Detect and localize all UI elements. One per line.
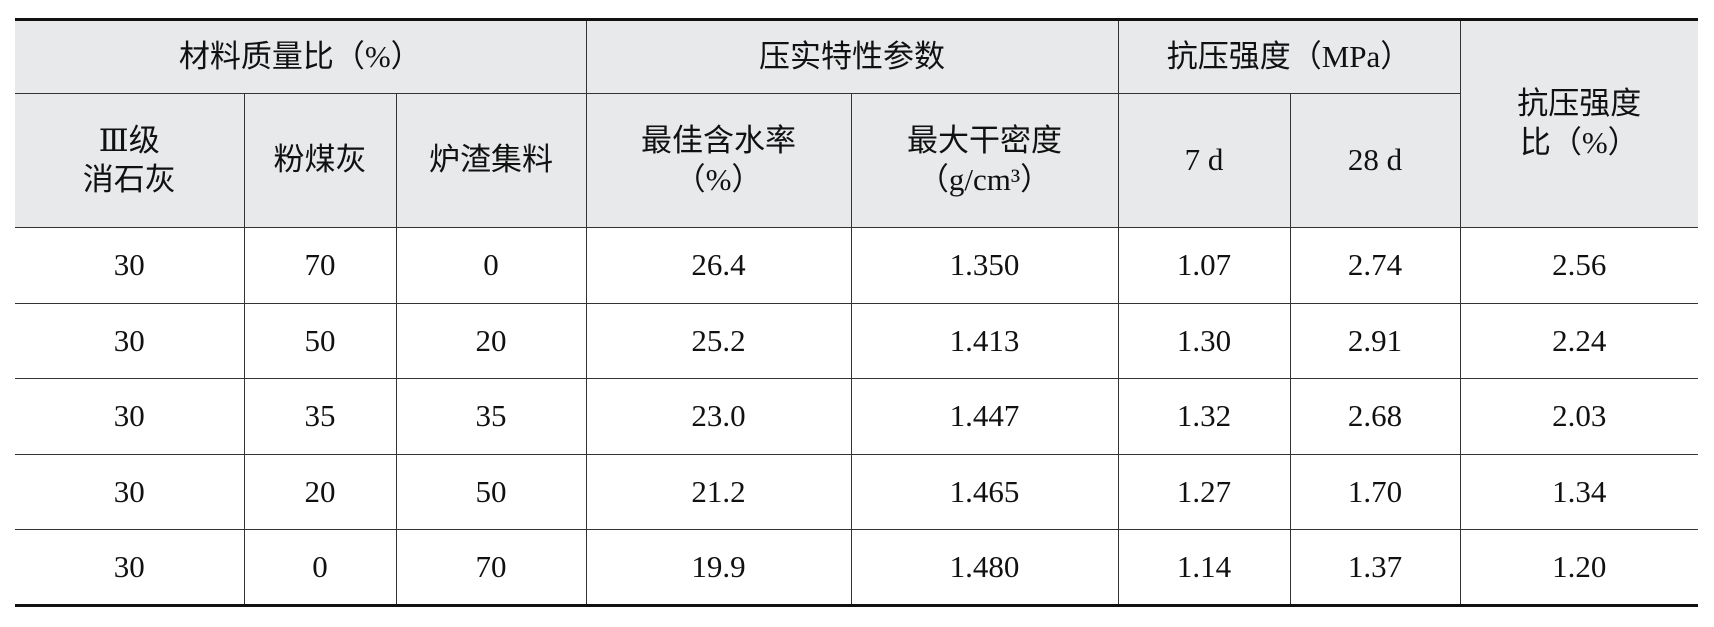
table-cell: 1.350 (850, 227, 1119, 304)
table-cell: 1.465 (850, 453, 1119, 531)
table-cell: 1.27 (1117, 453, 1291, 531)
header-line: 抗压强度 (1517, 86, 1642, 122)
table-cell: 30 (15, 529, 245, 606)
header-line: 粉煤灰 (273, 142, 367, 178)
table-cell: 1.447 (850, 378, 1119, 455)
table-cell: 70 (395, 529, 587, 606)
table-cell: 1.413 (850, 302, 1119, 380)
group-header: 抗压强度 比（%） (1459, 19, 1699, 228)
table-row: 30 70 0 26.4 1.350 1.07 2.74 2.56 (15, 227, 1699, 304)
header-line: 28 d (1347, 142, 1403, 178)
table-cell: 35 (395, 378, 587, 455)
header-line: 最佳含水率 (641, 122, 796, 158)
table-cell: 0 (395, 227, 587, 304)
group-header: 压实特性参数 (585, 19, 1119, 94)
table-row: 30 0 70 19.9 1.480 1.14 1.37 1.20 (15, 529, 1699, 606)
table-cell: 1.30 (1117, 302, 1291, 380)
table-cell: 1.480 (850, 529, 1119, 606)
table-cell: 23.0 (585, 378, 852, 455)
table-row: 30 50 20 25.2 1.413 1.30 2.91 2.24 (15, 302, 1699, 380)
table-cell: 30 (15, 378, 245, 455)
table-cell: 20 (395, 302, 587, 380)
data-table: 材料质量比（%） 压实特性参数 抗压强度（MPa） 抗压强度 比（%） Ⅲ级 消石… (15, 18, 1699, 607)
table-cell: 50 (243, 302, 397, 380)
table-cell: 2.74 (1289, 227, 1461, 304)
table-cell: 70 (243, 227, 397, 304)
table-cell: 2.56 (1459, 227, 1699, 304)
table-cell: 2.68 (1289, 378, 1461, 455)
column-header: 7 d (1117, 93, 1291, 228)
header-line: 消石灰 (82, 161, 176, 197)
column-header: 28 d (1289, 93, 1461, 228)
table-cell: 25.2 (585, 302, 852, 380)
header-line: （g/cm³） (917, 161, 1052, 197)
column-header: Ⅲ级 消石灰 (15, 93, 245, 228)
header-line: Ⅲ级 (98, 122, 160, 158)
table-cell: 35 (243, 378, 397, 455)
table-row: 30 20 50 21.2 1.465 1.27 1.70 1.34 (15, 453, 1699, 531)
table-cell: 1.20 (1459, 529, 1699, 606)
table-cell: 30 (15, 453, 245, 531)
table-cell: 2.24 (1459, 302, 1699, 380)
header-line: （%） (674, 161, 763, 197)
column-header: 最大干密度 （g/cm³） (850, 93, 1119, 228)
group-header: 抗压强度（MPa） (1117, 19, 1461, 94)
table-cell: 0 (243, 529, 397, 606)
table-cell: 1.14 (1117, 529, 1291, 606)
table-body: 30 70 0 26.4 1.350 1.07 2.74 2.56 30 50 20 25.2 1.41… (15, 227, 1699, 606)
table-header: 材料质量比（%） 压实特性参数 抗压强度（MPa） 抗压强度 比（%） Ⅲ级 消石… (15, 19, 1699, 228)
table-cell: 30 (15, 227, 245, 304)
table-cell: 30 (15, 302, 245, 380)
column-header: 炉渣集料 (395, 93, 587, 228)
group-header: 材料质量比（%） (15, 19, 587, 94)
table-cell: 26.4 (585, 227, 852, 304)
column-header: 粉煤灰 (243, 93, 397, 228)
table-cell: 1.32 (1117, 378, 1291, 455)
header-row: Ⅲ级 消石灰 粉煤灰 炉渣集料 最佳含水率 （%） 最大干密度 （g/cm³） 7 d 28 d (15, 93, 1698, 228)
header-line: 比（%） (1519, 125, 1639, 160)
table-row: 30 35 35 23.0 1.447 1.32 2.68 2.03 (15, 378, 1699, 455)
header-line: 最大干密度 (907, 122, 1062, 158)
table-cell: 19.9 (585, 529, 852, 606)
header-row: 材料质量比（%） 压实特性参数 抗压强度（MPa） 抗压强度 比（%） (15, 19, 1699, 228)
header-line: 炉渣集料 (429, 142, 553, 178)
header-line: 7 d (1184, 142, 1224, 178)
table-cell: 50 (395, 453, 587, 531)
table-cell: 2.91 (1289, 302, 1461, 380)
column-header: 最佳含水率 （%） (585, 93, 852, 228)
table-cell: 1.70 (1289, 453, 1461, 531)
table-cell: 21.2 (585, 453, 852, 531)
table-cell: 1.07 (1117, 227, 1291, 304)
table-cell: 2.03 (1459, 378, 1699, 455)
table-cell: 1.37 (1289, 529, 1461, 606)
table-cell: 1.34 (1459, 453, 1699, 531)
table-cell: 20 (243, 453, 397, 531)
